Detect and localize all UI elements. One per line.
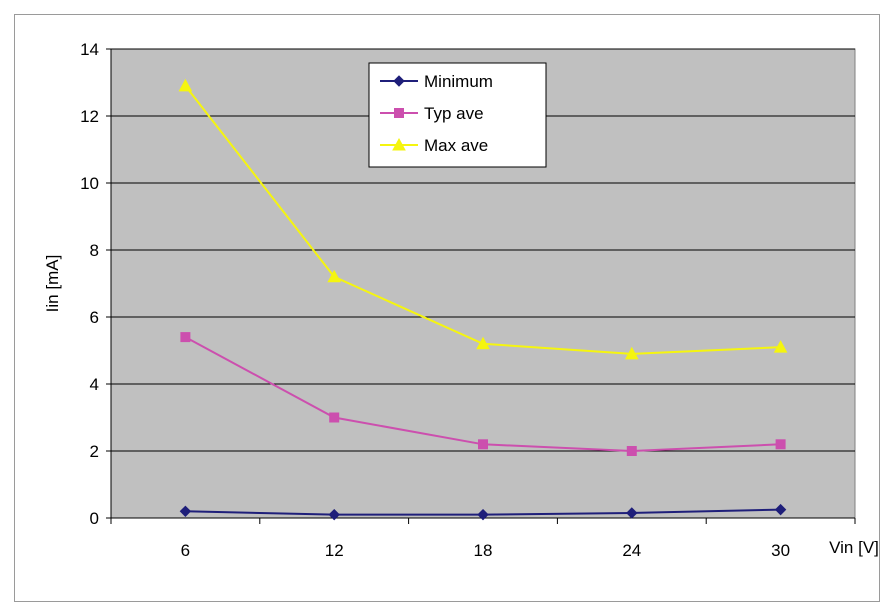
series-group: [178, 78, 788, 521]
data-point-typ-ave: [180, 332, 191, 343]
y-axis-title: Iin [mA]: [43, 255, 62, 313]
x-tick-labels: 6 12 18 24 30: [181, 541, 790, 560]
y-tick-label: 8: [90, 241, 99, 260]
x-tick-label: 24: [622, 541, 641, 560]
x-tick-label: 6: [181, 541, 190, 560]
legend-marker: [394, 108, 404, 118]
data-point-max-ave: [178, 78, 193, 92]
y-tick-label: 0: [90, 509, 99, 528]
y-tick-label: 6: [90, 308, 99, 327]
y-tick-labels: 0 2 4 6 8 10 12 14: [80, 40, 99, 528]
legend-item-max-ave: Max ave: [380, 136, 488, 155]
data-point-typ-ave: [626, 446, 637, 456]
x-tick-label: 12: [325, 541, 344, 560]
y-tick-label: 4: [90, 375, 99, 394]
data-point-max-ave: [327, 269, 342, 283]
y-tick-label: 14: [80, 40, 99, 59]
legend-label: Max ave: [424, 136, 488, 155]
series-minimum: [179, 503, 787, 521]
y-tick-label: 2: [90, 442, 99, 461]
data-point-minimum: [774, 503, 787, 516]
legend: Minimum Typ ave Max ave: [368, 62, 547, 168]
data-point-minimum: [477, 508, 489, 521]
data-point-typ-ave: [329, 412, 340, 423]
legend-marker: [393, 75, 405, 87]
legend-item-minimum: Minimum: [380, 72, 493, 91]
y-tick-label: 12: [80, 107, 99, 126]
data-point-minimum: [626, 507, 638, 519]
data-point-typ-ave: [775, 439, 786, 450]
data-point-minimum: [328, 508, 340, 521]
series-typ-ave: [180, 332, 786, 456]
data-point-typ-ave: [478, 439, 488, 450]
data-point-max-ave: [624, 346, 639, 360]
legend-marker: [392, 137, 406, 151]
gridlines: [111, 48, 855, 519]
legend-label: Typ ave: [424, 104, 484, 123]
data-point-max-ave: [773, 340, 788, 353]
series-max-ave: [178, 78, 788, 360]
x-tick-label: 18: [474, 541, 493, 560]
data-point-max-ave: [476, 336, 490, 350]
y-tick-label: 10: [80, 174, 99, 193]
x-tick-label: 30: [771, 541, 790, 560]
legend-item-typ-ave: Typ ave: [380, 104, 484, 123]
data-point-minimum: [179, 505, 192, 518]
x-axis-title: Vin [V]: [829, 538, 879, 557]
legend-label: Minimum: [424, 72, 493, 91]
